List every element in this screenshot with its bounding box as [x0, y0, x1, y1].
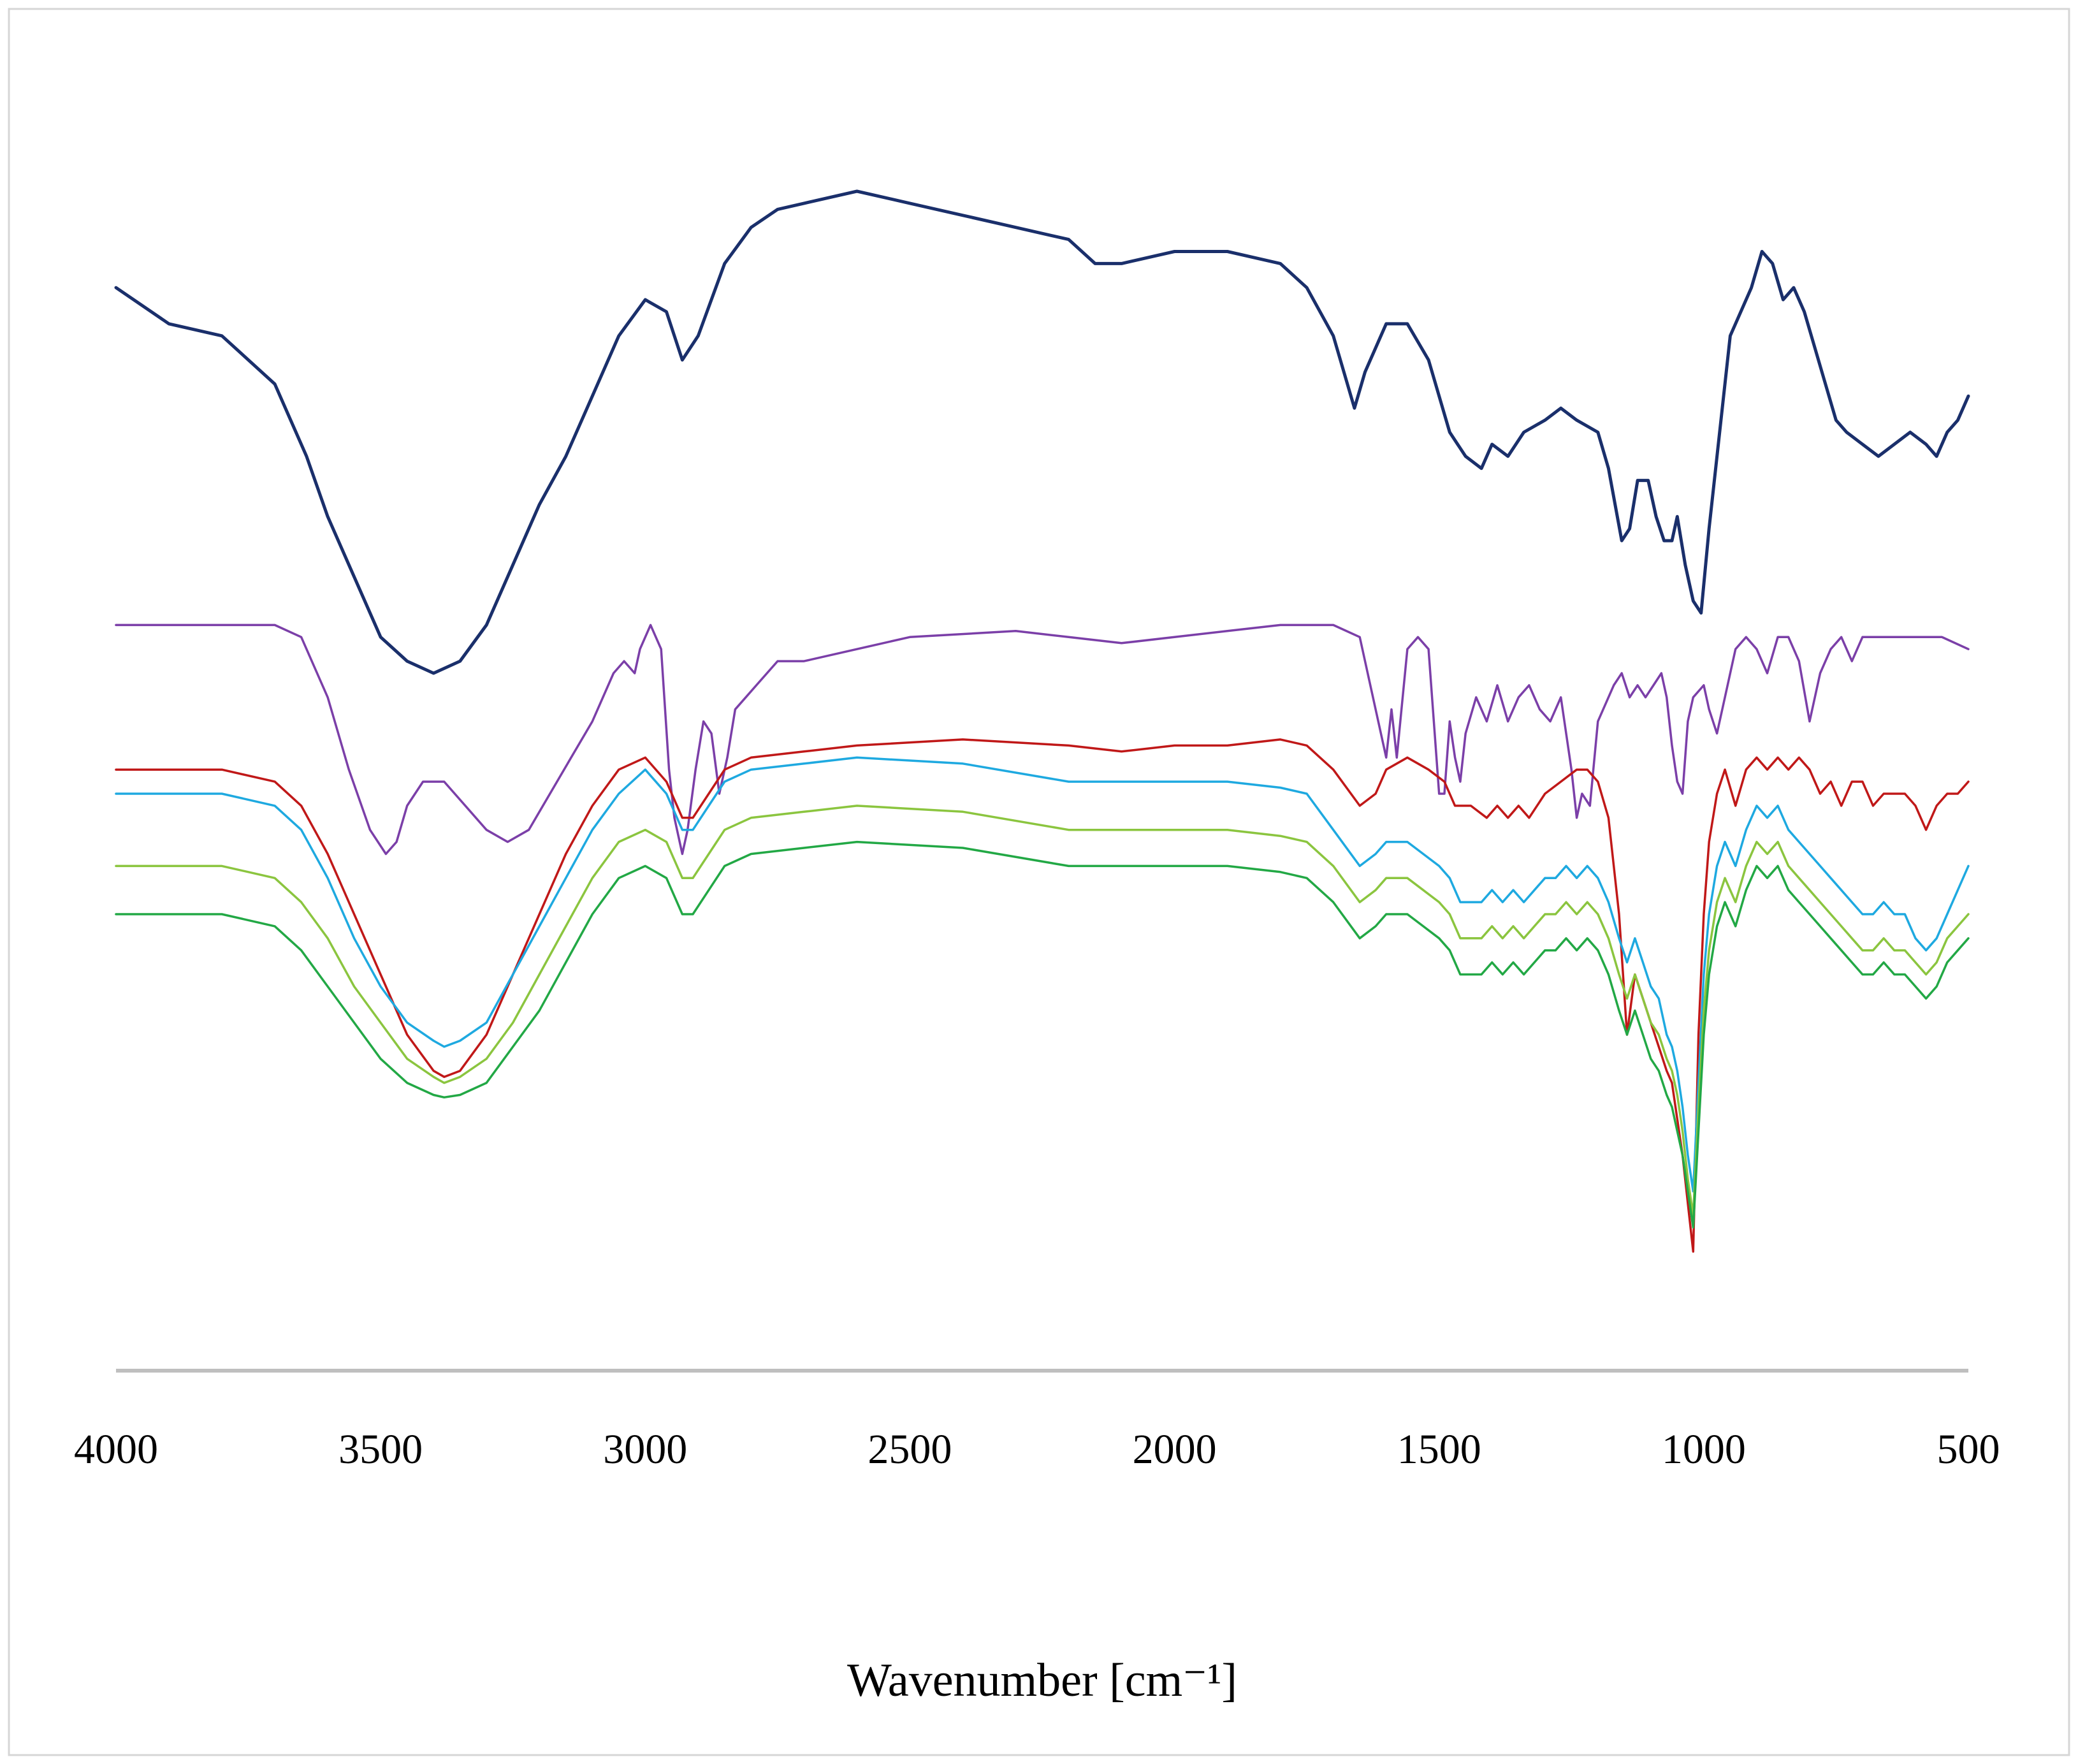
x-tick-label: 2500 — [868, 1426, 952, 1473]
series-line-spectrum-lightblue — [115, 756, 1970, 1193]
x-tick-label: 1500 — [1397, 1426, 1481, 1473]
x-tick-label: 4000 — [74, 1426, 158, 1473]
series-layer — [114, 189, 1970, 1253]
x-tick-label: 500 — [1937, 1426, 2000, 1473]
series-line-spectrum-navy — [114, 189, 1970, 675]
series-line-spectrum-lightgreen — [115, 805, 1970, 1217]
x-tick-label: 1000 — [1662, 1426, 1746, 1473]
x-tick-label: 2000 — [1133, 1426, 1217, 1473]
series-line-spectrum-green — [115, 840, 1970, 1229]
x-axis-title: Wavenumber [cm⁻¹] — [847, 1654, 1237, 1707]
x-tick-label: 3000 — [603, 1426, 687, 1473]
x-tick-label: 3500 — [338, 1426, 423, 1473]
series-line-spectrum-purple — [115, 623, 1970, 856]
series-line-spectrum-red — [115, 738, 1970, 1253]
chart-frame — [8, 8, 2070, 1756]
x-tick-labels: 4000 3500 3000 2500 2000 1500 1000 500 — [74, 1426, 2000, 1473]
